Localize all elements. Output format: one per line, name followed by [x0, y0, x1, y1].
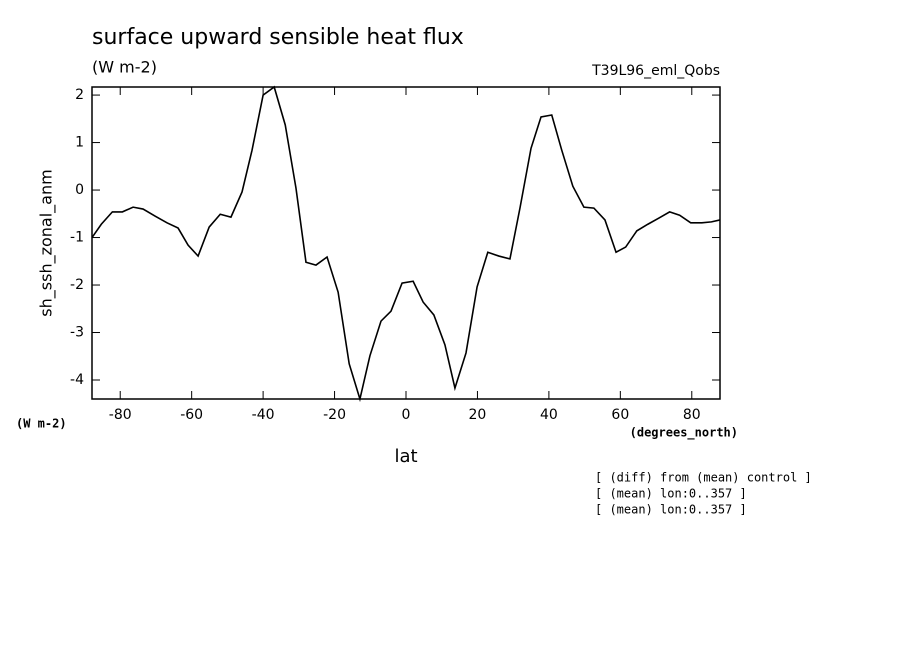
x-tick-label: 40 — [540, 407, 558, 423]
y-tick-label: 1 — [75, 135, 84, 151]
y-axis-label: sh_ssh_zonal_anm — [37, 169, 57, 316]
y-tick-label: 0 — [75, 182, 84, 198]
data-line — [91, 85, 721, 403]
x-tick-label: 20 — [469, 407, 487, 423]
y-tick-label: -4 — [70, 372, 84, 388]
note: [ (diff) from (mean) control ] — [595, 471, 812, 485]
chart-title: surface upward sensible heat flux — [92, 25, 464, 50]
chart-subtitle: (W m-2) — [92, 58, 157, 77]
y-tick-label: -2 — [70, 277, 84, 293]
x-units: (degrees_north) — [630, 426, 738, 441]
x-axis-label: lat — [394, 446, 417, 467]
y-units: (W m-2) — [16, 417, 67, 431]
x-tick-label: -60 — [180, 407, 203, 423]
y-tick-label: -3 — [70, 325, 84, 341]
note: [ (mean) lon:0..357 ] — [595, 503, 747, 517]
x-tick-label: -40 — [252, 407, 275, 423]
x-tick-label: 80 — [683, 407, 701, 423]
y-tick-label: -1 — [70, 230, 84, 246]
y-tick-label: 2 — [75, 87, 84, 103]
note: [ (mean) lon:0..357 ] — [595, 487, 747, 501]
x-tick-label: -20 — [323, 407, 346, 423]
x-tick-label: -80 — [109, 407, 132, 423]
x-tick-label: 0 — [402, 407, 411, 423]
dataset-label: T39L96_eml_Qobs — [591, 63, 720, 79]
x-tick-label: 60 — [611, 407, 629, 423]
